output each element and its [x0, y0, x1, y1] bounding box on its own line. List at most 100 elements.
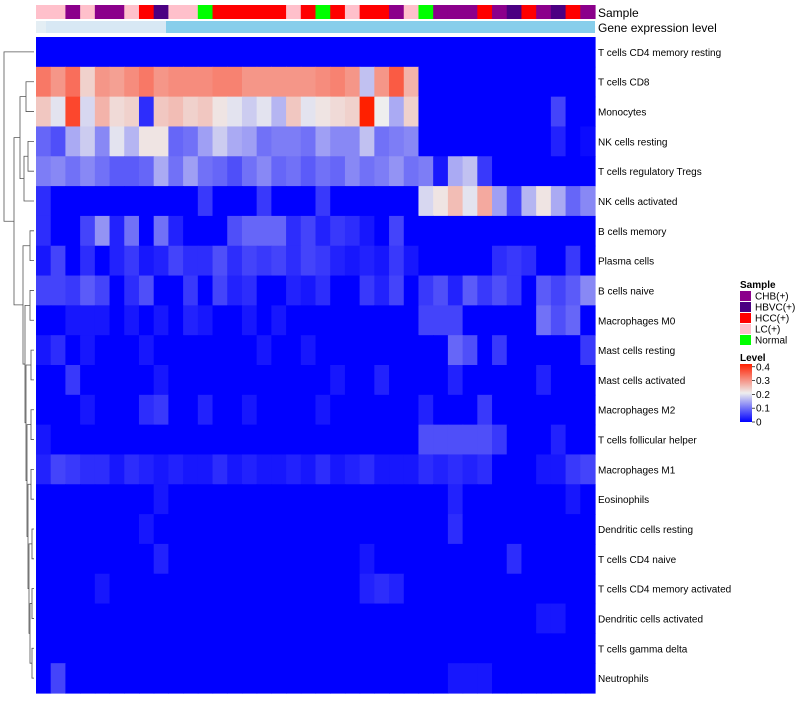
cell-plasma-cells-35 [536, 245, 552, 277]
cell-mast-cells-resting-8 [138, 335, 155, 366]
cell-neutrophils-38 [580, 663, 596, 694]
cell-monocytes-27 [418, 96, 434, 128]
cell-b-cells-memory-5 [94, 215, 111, 247]
cell-dendritic-cells-resting-12 [197, 514, 214, 545]
cell-macrophages-m1-25 [389, 454, 405, 485]
cell-t-cells-cd4-naive-14 [227, 543, 243, 575]
cell-mast-cells-activated-34 [521, 365, 537, 396]
cell-dendritic-cells-activated-5 [94, 603, 111, 634]
cell-t-cells-cd4-naive-20 [315, 543, 331, 575]
cell-mast-cells-activated-4 [80, 365, 96, 396]
cell-t-cells-follicular-helper-24 [374, 424, 390, 456]
cell-macrophages-m1-5 [94, 454, 111, 485]
cell-b-cells-naive-38 [580, 275, 596, 306]
cell-t-cells-cd4-naive-30 [462, 543, 478, 575]
cell-macrophages-m0-24 [374, 305, 390, 336]
cell-eosinophils-8 [138, 484, 155, 515]
row-label-b-cells-memory: B cells memory [598, 227, 666, 238]
cell-macrophages-m2-25 [389, 394, 405, 426]
cell-t-cells-cd4-memory-resting-29 [447, 37, 464, 68]
cell-mast-cells-activated-32 [492, 365, 508, 396]
sample-annotation-cell-32 [492, 5, 508, 19]
cell-t-cells-cd4-memory-resting-30 [462, 37, 478, 68]
cell-dendritic-cells-resting-13 [212, 514, 228, 545]
level-track-light [36, 21, 46, 33]
cell-macrophages-m1-20 [315, 454, 331, 485]
cell-t-cells-gamma-delta-30 [462, 633, 478, 664]
cell-macrophages-m2-6 [109, 394, 125, 426]
cell-plasma-cells-19 [300, 245, 317, 277]
cell-dendritic-cells-resting-1 [36, 514, 52, 545]
cell-nk-cells-resting-17 [271, 126, 287, 157]
annotation-label-gene-expression: Gene expression level [598, 21, 717, 35]
sample-annotation-cell-6 [109, 5, 125, 19]
cell-neutrophils-35 [536, 663, 552, 694]
cell-nk-cells-activated-9 [153, 186, 169, 217]
cell-t-cells-gamma-delta-36 [550, 633, 567, 664]
sample-legend-swatch-normal [740, 335, 751, 345]
cell-t-cells-gamma-delta-4 [80, 633, 96, 664]
cell-b-cells-naive-2 [50, 275, 67, 306]
cell-t-cells-gamma-delta-27 [418, 633, 434, 664]
cell-monocytes-17 [271, 96, 287, 128]
cell-t-cells-cd4-naive-23 [359, 543, 375, 575]
cell-monocytes-1 [36, 96, 52, 128]
cell-t-cells-follicular-helper-19 [300, 424, 317, 456]
cell-neutrophils-31 [477, 663, 493, 694]
cell-mast-cells-resting-23 [359, 335, 375, 366]
cell-neutrophils-15 [241, 663, 258, 694]
row-label-t-cells-regulatory-tregs: T cells regulatory Tregs [598, 167, 702, 178]
cell-b-cells-naive-33 [506, 275, 523, 306]
cell-macrophages-m1-3 [65, 454, 81, 485]
cell-mast-cells-resting-33 [506, 335, 523, 366]
cell-b-cells-naive-10 [168, 275, 184, 306]
cell-mast-cells-activated-33 [506, 365, 523, 396]
sample-annotation-cell-5 [94, 5, 111, 19]
cell-mast-cells-activated-37 [565, 365, 581, 396]
cell-plasma-cells-8 [138, 245, 155, 277]
cell-t-cells-gamma-delta-8 [138, 633, 155, 664]
cell-t-cells-gamma-delta-19 [300, 633, 317, 664]
cell-dendritic-cells-activated-13 [212, 603, 228, 634]
cell-nk-cells-resting-16 [256, 126, 272, 157]
cell-dendritic-cells-activated-4 [80, 603, 96, 634]
cell-t-cells-cd8-15 [241, 66, 258, 98]
cell-b-cells-naive-15 [241, 275, 258, 306]
cell-macrophages-m2-26 [403, 394, 420, 426]
row-label-t-cells-cd4-memory-activated: T cells CD4 memory activated [598, 585, 731, 596]
cell-nk-cells-resting-3 [65, 126, 81, 157]
cell-nk-cells-resting-1 [36, 126, 52, 157]
cell-dendritic-cells-activated-12 [197, 603, 214, 634]
cell-t-cells-regulatory-tregs-4 [80, 156, 96, 187]
row-label-t-cells-follicular-helper: T cells follicular helper [598, 436, 697, 447]
cell-t-cells-regulatory-tregs-13 [212, 156, 228, 187]
cell-nk-cells-resting-22 [344, 126, 361, 157]
cell-macrophages-m0-31 [477, 305, 493, 336]
cell-eosinophils-20 [315, 484, 331, 515]
cell-t-cells-cd4-memory-activated-10 [168, 573, 184, 605]
cell-eosinophils-37 [565, 484, 581, 515]
cell-t-cells-cd4-memory-resting-2 [50, 37, 67, 68]
cell-b-cells-memory-37 [565, 215, 581, 247]
cell-t-cells-cd4-memory-activated-20 [315, 573, 331, 605]
cell-dendritic-cells-resting-23 [359, 514, 375, 545]
cell-monocytes-30 [462, 96, 478, 128]
cell-eosinophils-11 [183, 484, 199, 515]
cell-mast-cells-resting-6 [109, 335, 125, 366]
cell-nk-cells-activated-7 [124, 186, 140, 217]
cell-macrophages-m0-33 [506, 305, 523, 336]
cell-t-cells-follicular-helper-37 [565, 424, 581, 456]
cell-t-cells-cd4-memory-activated-5 [94, 573, 111, 605]
cell-t-cells-cd4-naive-10 [168, 543, 184, 575]
cell-eosinophils-38 [580, 484, 596, 515]
cell-plasma-cells-10 [168, 245, 184, 277]
cell-b-cells-naive-5 [94, 275, 111, 306]
sample-annotation-cell-20 [315, 5, 331, 19]
cell-t-cells-gamma-delta-32 [492, 633, 508, 664]
cell-nk-cells-activated-14 [227, 186, 243, 217]
cell-plasma-cells-22 [344, 245, 361, 277]
cell-t-cells-cd4-memory-activated-31 [477, 573, 493, 605]
cell-t-cells-cd4-memory-activated-38 [580, 573, 596, 605]
cell-eosinophils-6 [109, 484, 125, 515]
cell-mast-cells-activated-18 [286, 365, 302, 396]
